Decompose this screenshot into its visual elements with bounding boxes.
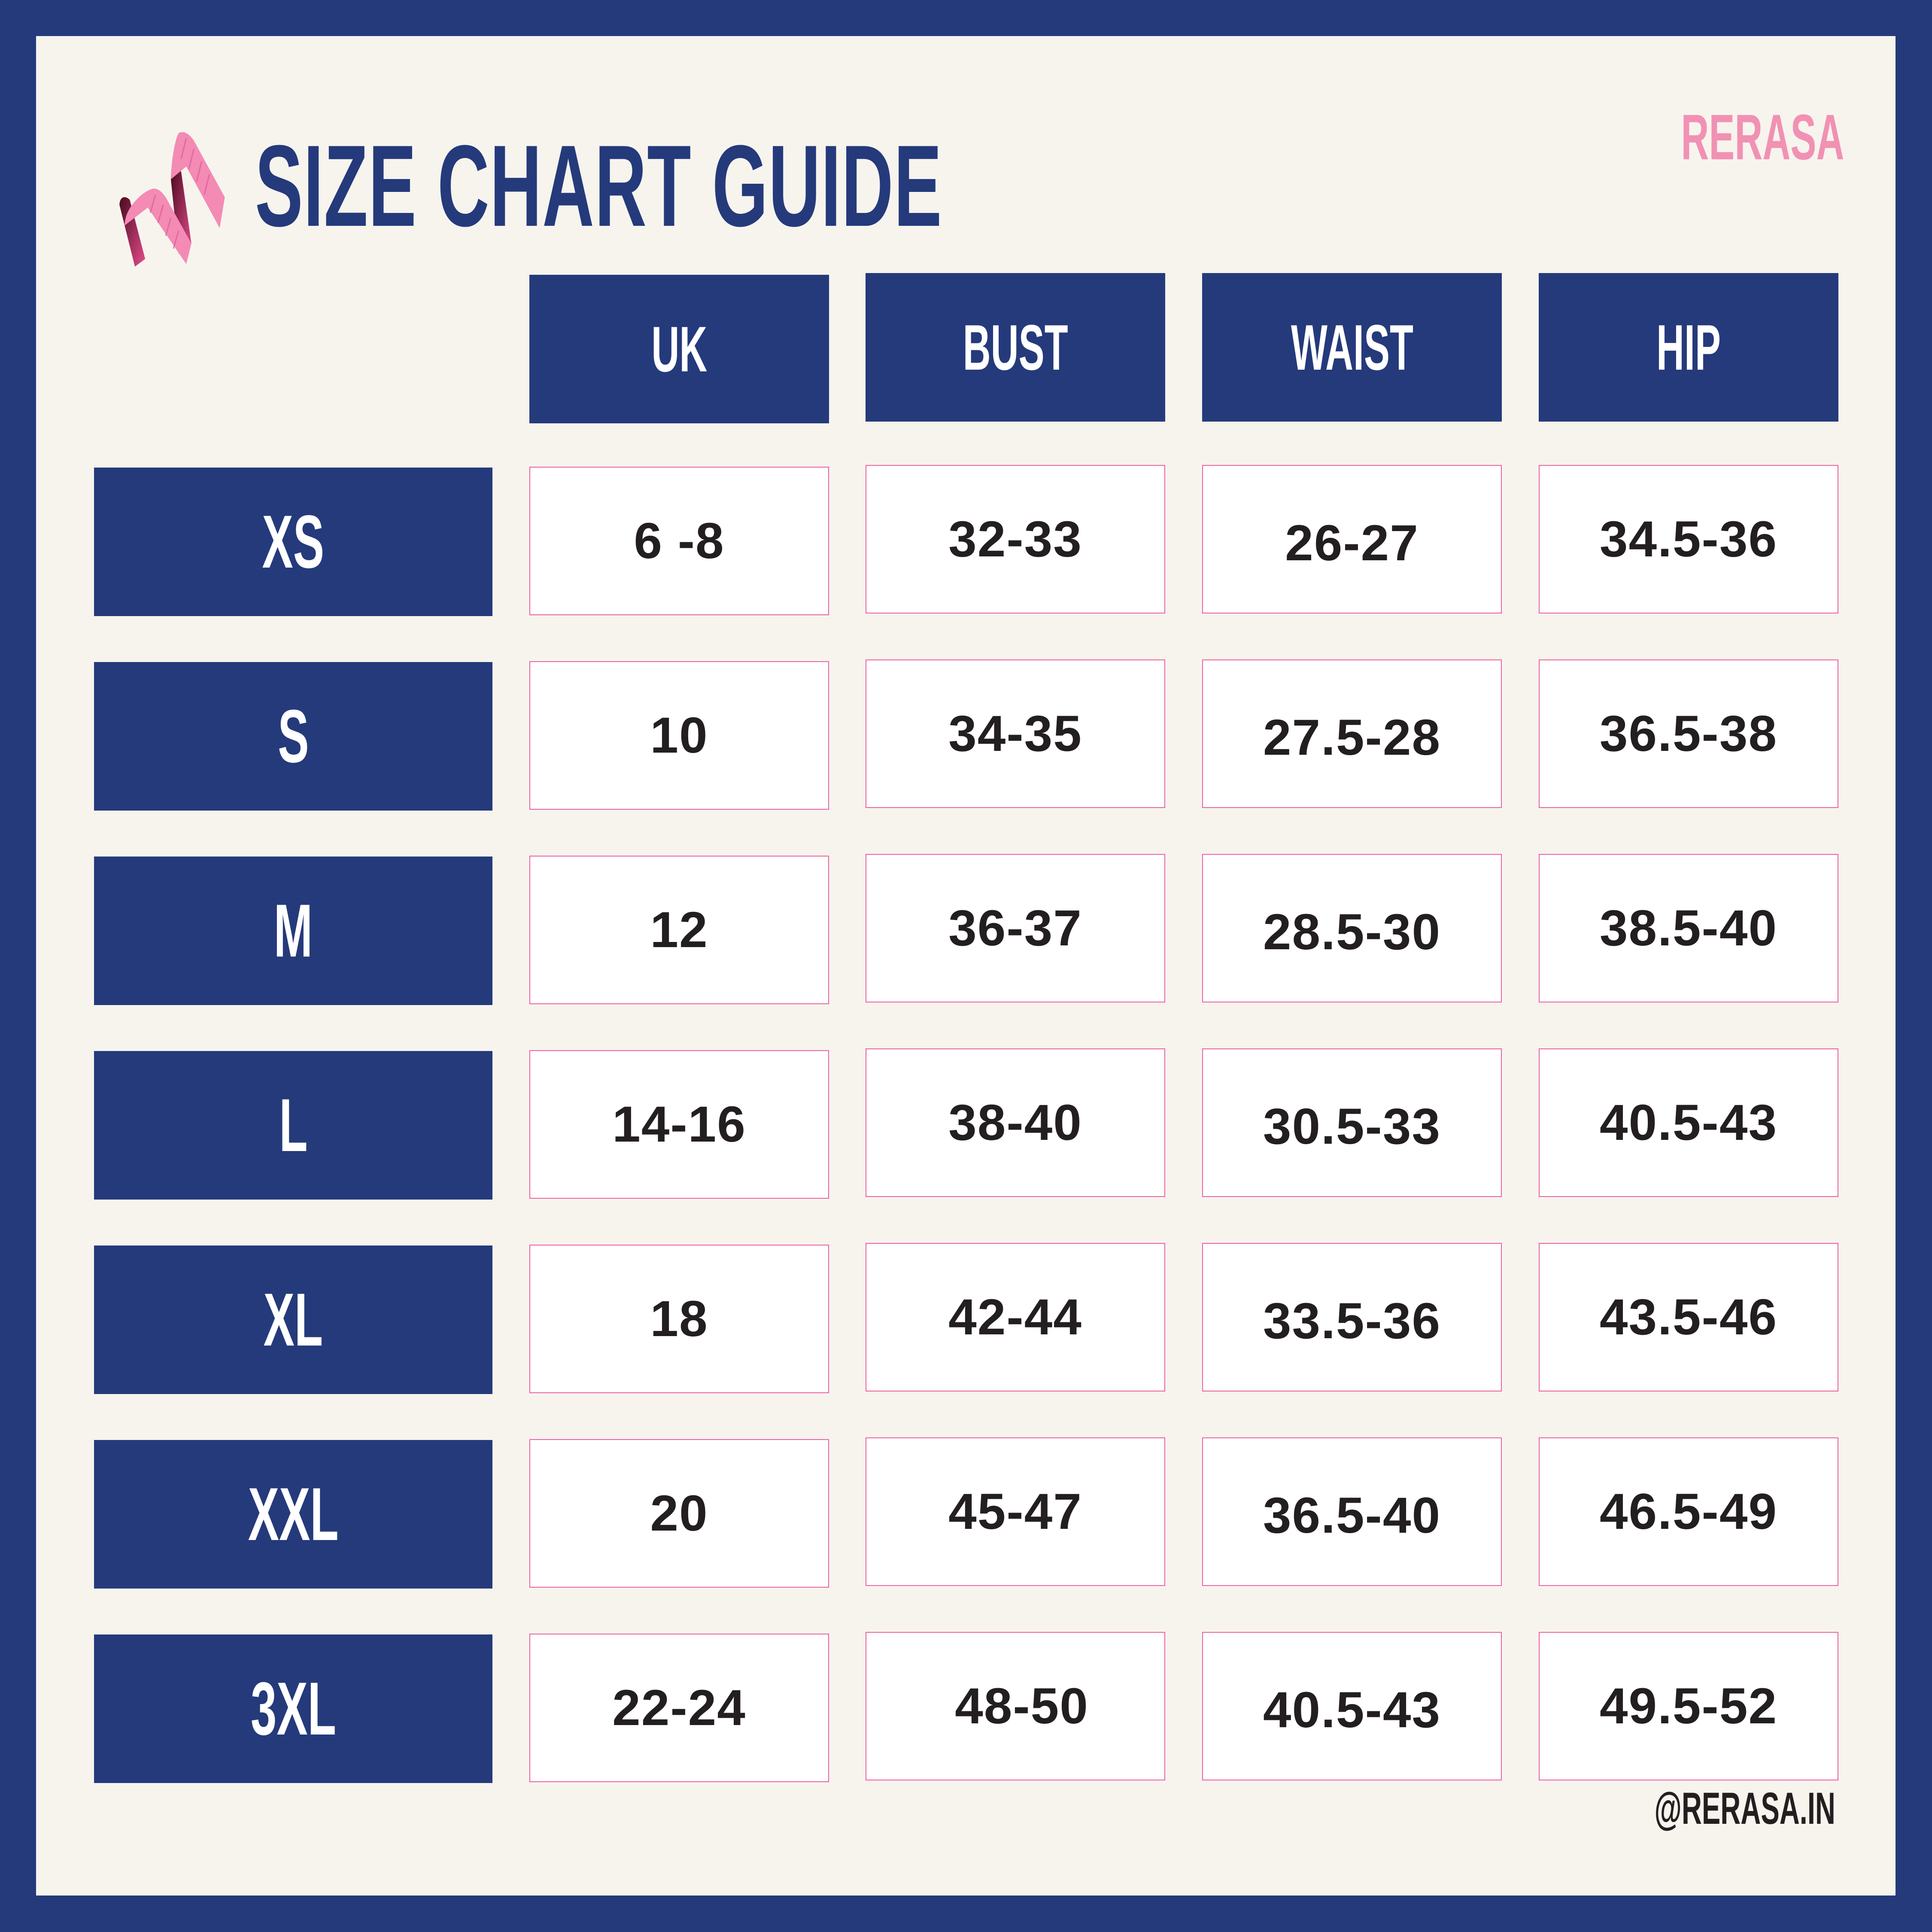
cell-value: 36-37 [948, 900, 1082, 957]
cell-waist: 28.5-30 [1202, 854, 1502, 1002]
size-label: XL [263, 1278, 323, 1362]
cell-bust: 38-40 [866, 1048, 1165, 1197]
size-label: 3XL [250, 1667, 336, 1751]
size-chart-panel: SIZE CHART GUIDE RERASA UK BUST WAIST HI… [36, 36, 1896, 1896]
cell-waist: 30.5-33 [1202, 1048, 1502, 1197]
cell-bust: 42-44 [866, 1243, 1165, 1391]
cell-value: 45-47 [948, 1483, 1082, 1540]
column-header-label: BUST [963, 311, 1068, 383]
column-header-hip: HIP [1539, 273, 1838, 422]
cell-value: 34.5-36 [1599, 511, 1778, 568]
size-label: XS [262, 500, 325, 584]
cell-value: 38.5-40 [1599, 900, 1778, 957]
cell-bust: 32-33 [866, 465, 1165, 614]
cell-value: 32-33 [948, 511, 1082, 568]
cell-value: 38-40 [948, 1094, 1082, 1151]
cell-value: 18 [650, 1291, 708, 1347]
size-label: S [277, 694, 309, 778]
cell-uk: 12 [529, 856, 829, 1004]
cell-hip: 38.5-40 [1539, 854, 1838, 1002]
cell-value: 27.5-28 [1263, 709, 1441, 766]
size-label: M [273, 889, 313, 973]
cell-hip: 40.5-43 [1539, 1048, 1838, 1197]
cell-hip: 34.5-36 [1539, 465, 1838, 614]
cell-waist: 27.5-28 [1202, 659, 1502, 808]
cell-value: 34-35 [948, 705, 1082, 762]
column-header-label: WAIST [1291, 311, 1413, 383]
row-label-3xl: 3XL [94, 1634, 492, 1783]
cell-value: 28.5-30 [1263, 904, 1441, 960]
cell-waist: 36.5-40 [1202, 1437, 1502, 1586]
cell-uk: 20 [529, 1439, 829, 1588]
cell-value: 10 [650, 707, 708, 764]
row-label-xs: XS [94, 468, 492, 616]
cell-value: 30.5-33 [1263, 1098, 1441, 1155]
measuring-tape-icon [119, 132, 225, 267]
cell-waist: 26-27 [1202, 465, 1502, 614]
cell-value: 22-24 [612, 1680, 746, 1736]
cell-value: 40.5-43 [1599, 1094, 1778, 1151]
cell-bust: 36-37 [866, 854, 1165, 1002]
cell-waist: 40.5-43 [1202, 1632, 1502, 1780]
brand-logo: RERASA [1680, 101, 1844, 173]
column-header-label: HIP [1656, 311, 1721, 383]
cell-bust: 34-35 [866, 659, 1165, 808]
row-label-xl: XL [94, 1245, 492, 1394]
cell-value: 42-44 [948, 1289, 1082, 1346]
cell-hip: 46.5-49 [1539, 1437, 1838, 1586]
size-label: L [279, 1083, 308, 1167]
cell-hip: 49.5-52 [1539, 1632, 1838, 1780]
row-label-l: L [94, 1051, 492, 1200]
cell-waist: 33.5-36 [1202, 1243, 1502, 1391]
cell-hip: 36.5-38 [1539, 659, 1838, 808]
cell-uk: 10 [529, 661, 829, 810]
cell-bust: 48-50 [866, 1632, 1165, 1780]
column-header-uk: UK [529, 275, 829, 423]
column-header-waist: WAIST [1202, 273, 1502, 422]
column-header-label: UK [651, 313, 707, 385]
cell-value: 43.5-46 [1599, 1289, 1778, 1346]
size-label: XXL [248, 1472, 339, 1556]
cell-value: 49.5-52 [1599, 1678, 1778, 1735]
cell-uk: 18 [529, 1245, 829, 1393]
cell-value: 26-27 [1285, 515, 1419, 571]
cell-value: 48-50 [955, 1678, 1089, 1735]
cell-hip: 43.5-46 [1539, 1243, 1838, 1391]
row-label-m: M [94, 857, 492, 1005]
row-label-xxl: XXL [94, 1440, 492, 1589]
cell-value: 6 -8 [634, 513, 725, 569]
social-handle: @RERASA.IN [1654, 1783, 1835, 1834]
row-label-s: S [94, 662, 492, 811]
column-header-bust: BUST [866, 273, 1165, 422]
cell-value: 14-16 [612, 1096, 746, 1153]
cell-uk: 22-24 [529, 1634, 829, 1782]
cell-value: 20 [650, 1485, 708, 1542]
cell-value: 36.5-40 [1263, 1487, 1441, 1544]
cell-uk: 6 -8 [529, 467, 829, 615]
cell-value: 36.5-38 [1599, 705, 1778, 762]
cell-bust: 45-47 [866, 1437, 1165, 1586]
cell-value: 40.5-43 [1263, 1682, 1441, 1738]
cell-value: 46.5-49 [1599, 1483, 1778, 1540]
cell-value: 33.5-36 [1263, 1293, 1441, 1349]
cell-uk: 14-16 [529, 1050, 829, 1199]
cell-value: 12 [650, 902, 708, 958]
page-title: SIZE CHART GUIDE [255, 122, 942, 251]
